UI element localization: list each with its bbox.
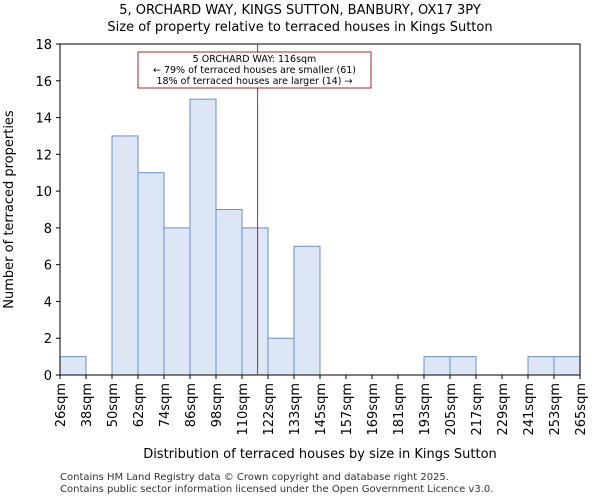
- y-tick-label: 8: [44, 222, 52, 237]
- histogram-bar: [137, 172, 165, 376]
- x-tick-label: 241sqm: [522, 383, 537, 436]
- x-tick-label: 205sqm: [444, 383, 459, 436]
- footer-line-1: Contains HM Land Registry data © Crown c…: [60, 472, 449, 483]
- chart-title: 5, ORCHARD WAY, KINGS SUTTON, BANBURY, O…: [119, 3, 481, 18]
- y-tick-label: 4: [44, 295, 52, 310]
- histogram-bar: [241, 227, 269, 376]
- x-tick-label: 50sqm: [106, 383, 121, 427]
- y-tick-label: 10: [35, 185, 52, 200]
- annotation-line-3: 18% of terraced houses are larger (14) →: [157, 76, 353, 87]
- x-tick-label: 86sqm: [184, 383, 199, 427]
- x-axis-label: Distribution of terraced houses by size …: [143, 447, 497, 462]
- y-tick-label: 6: [44, 259, 52, 274]
- x-tick-label: 169sqm: [366, 383, 381, 436]
- x-tick-label: 133sqm: [288, 383, 303, 436]
- histogram-bar: [189, 98, 217, 376]
- histogram-chart: 0 2 4 6 8 10 12 14 16 18 26sqm 38sqm 50sqm 62sqm 74sqm…: [2, 38, 589, 462]
- x-tick-label: 265sqm: [574, 383, 589, 436]
- x-tick-label: 38sqm: [80, 383, 95, 427]
- x-tick-label: 110sqm: [236, 383, 251, 436]
- histogram-bar: [59, 356, 87, 376]
- histogram-bar: [449, 356, 477, 376]
- x-tick-label: 229sqm: [496, 383, 511, 436]
- x-tick-label: 26sqm: [54, 383, 69, 427]
- histogram-bar: [111, 135, 139, 376]
- x-tick-label: 253sqm: [548, 383, 563, 436]
- y-tick-label: 16: [35, 75, 52, 90]
- histogram-bar: [163, 227, 191, 376]
- annotation-line-2: ← 79% of terraced houses are smaller (61…: [153, 65, 356, 76]
- y-tick-label: 14: [35, 112, 52, 127]
- y-tick-label: 0: [44, 369, 52, 384]
- y-tick-label: 12: [35, 148, 52, 163]
- x-tick-label: 98sqm: [210, 383, 225, 427]
- y-tick-label: 18: [35, 38, 52, 53]
- histogram-bar: [553, 356, 581, 376]
- histogram-bar: [215, 209, 243, 376]
- x-tick-label: 145sqm: [314, 383, 329, 436]
- x-tick-label: 217sqm: [470, 383, 485, 436]
- annotation-line-1: 5 ORCHARD WAY: 116sqm: [193, 54, 317, 65]
- x-tick-label: 122sqm: [262, 383, 277, 436]
- histogram-bar: [423, 356, 451, 376]
- x-tick-label: 62sqm: [132, 383, 147, 427]
- x-tick-label: 157sqm: [340, 383, 355, 436]
- histogram-bar: [527, 356, 555, 376]
- y-axis-label: Number of terraced properties: [2, 110, 17, 309]
- x-tick-label: 181sqm: [392, 383, 407, 436]
- histogram-bar: [267, 337, 295, 376]
- x-tick-label: 74sqm: [158, 383, 173, 427]
- y-tick-label: 2: [44, 332, 52, 347]
- footer-line-2: Contains public sector information licen…: [60, 484, 494, 495]
- annotation-box: [137, 51, 372, 89]
- chart-subtitle: Size of property relative to terraced ho…: [107, 20, 493, 35]
- x-tick-label: 193sqm: [418, 383, 433, 436]
- histogram-bar: [293, 245, 321, 376]
